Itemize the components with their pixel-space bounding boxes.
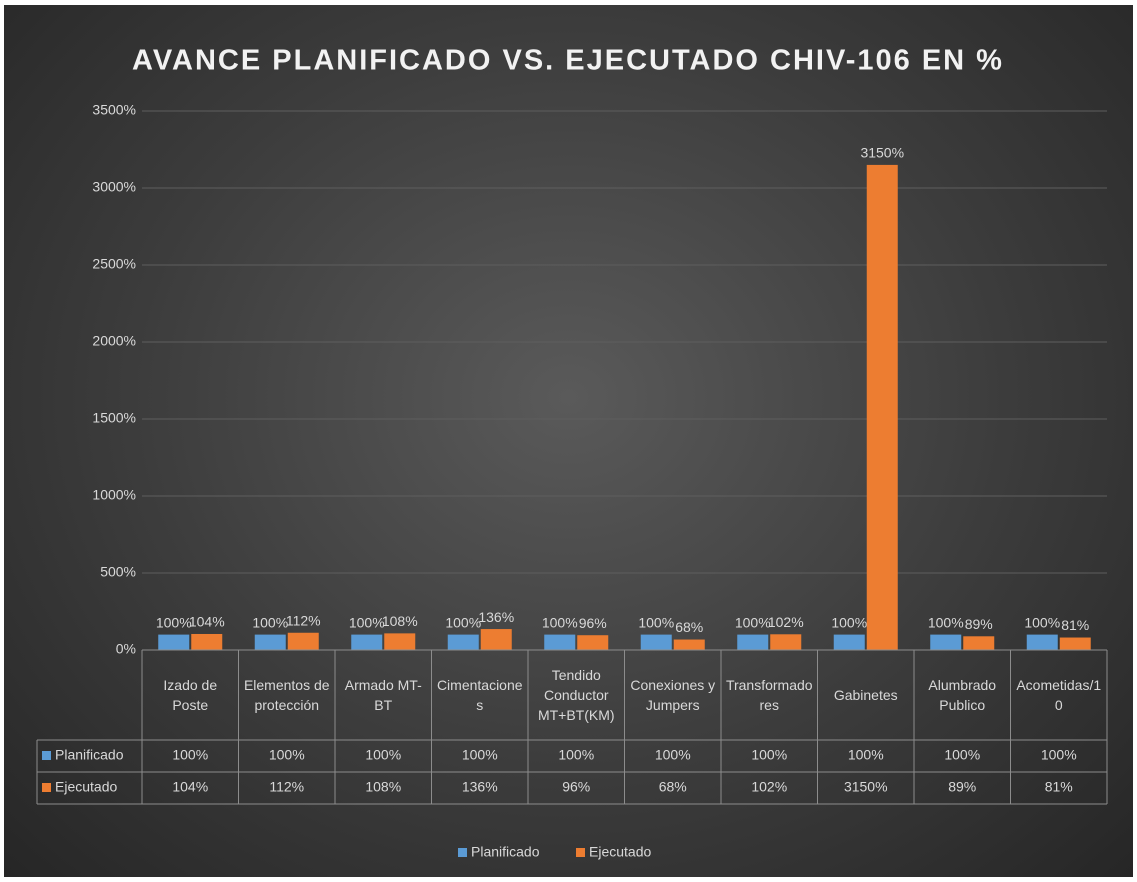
category-label: Gabinetes: [833, 687, 898, 703]
bar: [833, 634, 865, 650]
table-cell: 100%: [944, 747, 980, 763]
data-label: 100%: [445, 614, 481, 630]
table-cell: 100%: [365, 747, 401, 763]
data-label: 100%: [156, 614, 192, 630]
data-label: 102%: [768, 614, 804, 630]
data-label: 100%: [638, 614, 674, 630]
data-label: 96%: [579, 615, 607, 631]
bar: [287, 632, 319, 650]
table-cell: 100%: [1041, 747, 1077, 763]
bar: [866, 164, 898, 650]
legend-key: [458, 848, 467, 857]
table-cell: 112%: [269, 779, 304, 795]
bar: [480, 629, 512, 650]
data-label: 100%: [1024, 614, 1060, 630]
table-legend-key: [42, 751, 51, 760]
data-label: 81%: [1061, 617, 1089, 633]
y-tick-label: 1000%: [92, 487, 136, 503]
legend-label: Ejecutado: [589, 844, 651, 860]
bar: [930, 634, 962, 650]
bar: [447, 634, 479, 650]
table-cell: 3150%: [844, 779, 888, 795]
table-cell: 100%: [751, 747, 787, 763]
bar: [1026, 634, 1058, 650]
table-row-label: Ejecutado: [55, 779, 117, 795]
table-cell: 104%: [172, 779, 208, 795]
data-label: 68%: [675, 619, 703, 635]
data-label: 3150%: [860, 145, 904, 161]
chart-title: AVANCE PLANIFICADO VS. EJECUTADO CHIV-10…: [132, 45, 1004, 77]
bar: [351, 634, 383, 650]
y-tick-label: 2500%: [92, 256, 136, 272]
category-label: Izado de Poste: [163, 677, 218, 713]
table-cell: 100%: [558, 747, 594, 763]
table-cell: 100%: [269, 747, 305, 763]
data-label: 100%: [349, 614, 385, 630]
table-legend-key: [42, 783, 51, 792]
table-cell: 100%: [848, 747, 884, 763]
y-tick-label: 500%: [100, 564, 136, 580]
bar: [158, 634, 190, 650]
table-cell: 100%: [172, 747, 208, 763]
category-label: Transformadores: [725, 677, 813, 713]
y-tick-label: 3500%: [92, 102, 136, 118]
data-label: 100%: [542, 614, 578, 630]
y-tick-label: 2000%: [92, 333, 136, 349]
bar: [544, 634, 576, 650]
bar: [673, 639, 705, 650]
table-cell: 100%: [655, 747, 691, 763]
data-label: 108%: [382, 613, 418, 629]
y-tick-label: 3000%: [92, 179, 136, 195]
data-label: 100%: [928, 614, 964, 630]
legend-key: [576, 848, 585, 857]
bar: [1059, 637, 1091, 650]
chart-container: AVANCE PLANIFICADO VS. EJECUTADO CHIV-10…: [4, 5, 1133, 877]
table-cell: 108%: [365, 779, 401, 795]
data-label: 100%: [252, 614, 288, 630]
data-label: 104%: [189, 614, 225, 630]
y-tick-label: 0%: [116, 641, 136, 657]
y-tick-label: 1500%: [92, 410, 136, 426]
table-cell: 68%: [659, 779, 687, 795]
bar: [384, 633, 416, 650]
table-cell: 81%: [1045, 779, 1073, 795]
category-label: Cimentaciones: [436, 677, 523, 713]
category-label: Alumbrado Publico: [928, 677, 997, 713]
table-cell: 136%: [462, 779, 498, 795]
data-label: 89%: [965, 616, 993, 632]
data-label: 100%: [735, 614, 771, 630]
bar: [577, 635, 609, 650]
bar: [254, 634, 286, 650]
bar: [770, 634, 802, 650]
bar: [737, 634, 769, 650]
data-label: 112%: [286, 612, 321, 628]
table-cell: 100%: [462, 747, 498, 763]
data-label: 100%: [831, 614, 867, 630]
table-row-label: Planificado: [55, 747, 124, 763]
legend-label: Planificado: [471, 844, 540, 860]
chart: AVANCE PLANIFICADO VS. EJECUTADO CHIV-10…: [36, 45, 1108, 860]
bar: [191, 633, 223, 650]
category-label: Acometidas/10: [1016, 677, 1102, 713]
category-label: Conexiones y Jumpers: [630, 677, 716, 713]
bar: [640, 634, 672, 650]
table-cell: 102%: [751, 779, 787, 795]
category-label: Elementos de protección: [243, 677, 330, 713]
table-cell: 96%: [562, 779, 590, 795]
category-label: Tendido Conductor MT+BT(KM): [537, 667, 615, 723]
category-label: Armado MT-BT: [344, 677, 422, 713]
bar: [963, 636, 995, 650]
data-label: 136%: [478, 609, 514, 625]
table-cell: 89%: [948, 779, 976, 795]
